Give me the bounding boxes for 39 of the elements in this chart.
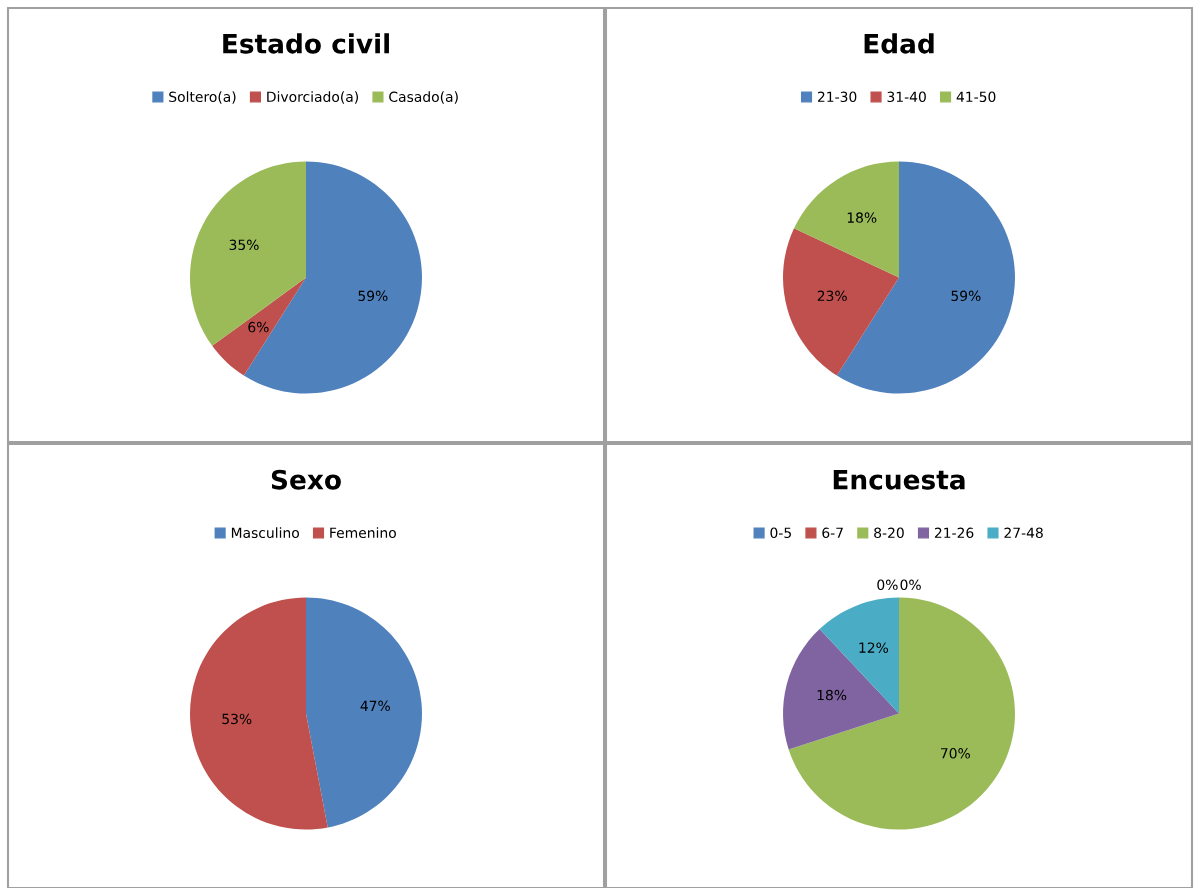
legend-label: 6-7 bbox=[822, 527, 843, 539]
data-label: 59% bbox=[358, 290, 388, 302]
legend-label: 21-26 bbox=[934, 527, 974, 539]
legend-label: Femenino bbox=[330, 527, 396, 539]
pie-slice bbox=[794, 161, 899, 278]
data-label: 18% bbox=[817, 689, 847, 701]
pie-slice bbox=[819, 597, 899, 714]
data-label: 23% bbox=[817, 290, 847, 302]
data-label: 12% bbox=[859, 642, 889, 653]
chart-title: Sexo bbox=[271, 469, 341, 490]
data-label: 47% bbox=[360, 700, 390, 712]
data-label: 70% bbox=[941, 748, 970, 759]
pie-slice bbox=[783, 629, 899, 750]
data-label: 35% bbox=[229, 239, 259, 251]
legend-label: 27-48 bbox=[1004, 527, 1043, 539]
legend-label: 31-40 bbox=[887, 91, 926, 103]
chart-title: Edad bbox=[864, 33, 934, 54]
pie-slice bbox=[783, 228, 899, 376]
legend-label: Soltero(a) bbox=[169, 91, 236, 104]
data-label: 6% bbox=[248, 321, 269, 333]
text: 0% bbox=[877, 579, 898, 591]
pie-slice bbox=[306, 597, 422, 828]
pie-slice bbox=[190, 161, 306, 346]
legend-label: 21-30 bbox=[817, 91, 857, 103]
text: 0% bbox=[900, 579, 921, 591]
chart-title: Encuesta bbox=[833, 470, 965, 490]
data-label: 18% bbox=[847, 212, 877, 223]
legend-label: Divorciado(a) bbox=[267, 91, 359, 104]
data-label: 53% bbox=[222, 713, 252, 725]
legend-label: 8-20 bbox=[874, 527, 904, 539]
legend-label: 41-50 bbox=[956, 91, 996, 103]
pie-slice bbox=[190, 597, 328, 830]
legend-label: Casado(a) bbox=[389, 91, 458, 104]
pie-slice bbox=[212, 277, 306, 376]
legend-label: 0-5 bbox=[770, 527, 791, 539]
data-label: 59% bbox=[951, 290, 981, 302]
chart-title: Estado civil bbox=[223, 33, 389, 54]
legend-label: Masculino bbox=[231, 527, 299, 539]
pie-slice bbox=[788, 597, 1015, 830]
